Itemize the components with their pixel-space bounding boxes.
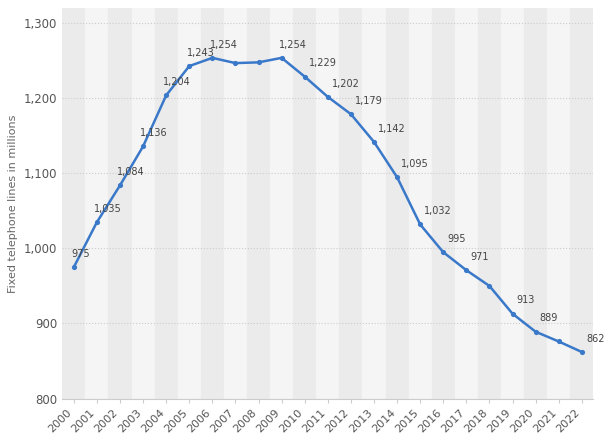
- Text: 1,136: 1,136: [140, 128, 168, 138]
- Text: 1,095: 1,095: [401, 159, 429, 169]
- Point: [508, 310, 518, 317]
- Bar: [177, 8, 201, 399]
- Point: [300, 73, 309, 80]
- Text: 1,254: 1,254: [209, 39, 238, 50]
- Text: 971: 971: [470, 252, 489, 262]
- Text: 1,254: 1,254: [279, 39, 307, 50]
- Text: 1,032: 1,032: [424, 206, 452, 216]
- Text: 975: 975: [71, 249, 90, 259]
- Y-axis label: Fixed telephone lines in millions: Fixed telephone lines in millions: [9, 114, 18, 293]
- Point: [208, 54, 217, 62]
- Point: [530, 328, 540, 335]
- Point: [462, 267, 472, 274]
- Text: 1,204: 1,204: [163, 77, 191, 87]
- Point: [554, 338, 564, 345]
- Point: [369, 138, 379, 145]
- Point: [346, 111, 356, 118]
- Bar: [293, 8, 316, 399]
- Text: 1,142: 1,142: [378, 124, 406, 133]
- Bar: [224, 8, 247, 399]
- Point: [277, 54, 287, 62]
- Bar: [547, 8, 570, 399]
- Point: [577, 349, 587, 356]
- Point: [484, 282, 494, 289]
- Bar: [408, 8, 432, 399]
- Point: [92, 219, 102, 226]
- Text: 1,229: 1,229: [309, 58, 336, 68]
- Bar: [455, 8, 478, 399]
- Bar: [201, 8, 224, 399]
- Bar: [109, 8, 131, 399]
- Point: [323, 93, 333, 101]
- Point: [415, 221, 425, 228]
- Point: [138, 143, 148, 150]
- Point: [438, 249, 448, 256]
- Text: 995: 995: [448, 234, 466, 244]
- Text: 1,179: 1,179: [355, 96, 383, 106]
- Bar: [524, 8, 547, 399]
- Bar: [247, 8, 270, 399]
- Bar: [386, 8, 408, 399]
- Bar: [316, 8, 340, 399]
- Text: 889: 889: [540, 313, 558, 323]
- Point: [115, 182, 125, 189]
- Bar: [478, 8, 501, 399]
- Text: 1,202: 1,202: [332, 78, 360, 89]
- Point: [392, 174, 402, 181]
- Point: [254, 59, 263, 66]
- Text: 1,243: 1,243: [187, 48, 214, 58]
- Text: 913: 913: [517, 295, 535, 305]
- Bar: [570, 8, 593, 399]
- Bar: [501, 8, 524, 399]
- Point: [230, 59, 240, 66]
- Bar: [131, 8, 155, 399]
- Point: [69, 264, 79, 271]
- Bar: [362, 8, 386, 399]
- Bar: [432, 8, 455, 399]
- Bar: [62, 8, 85, 399]
- Point: [161, 92, 171, 99]
- Text: 1,084: 1,084: [117, 167, 145, 177]
- Point: [184, 62, 194, 70]
- Bar: [270, 8, 293, 399]
- Bar: [155, 8, 177, 399]
- Text: 862: 862: [586, 334, 604, 344]
- Text: 1,035: 1,035: [94, 204, 122, 214]
- Bar: [85, 8, 109, 399]
- Bar: [340, 8, 362, 399]
